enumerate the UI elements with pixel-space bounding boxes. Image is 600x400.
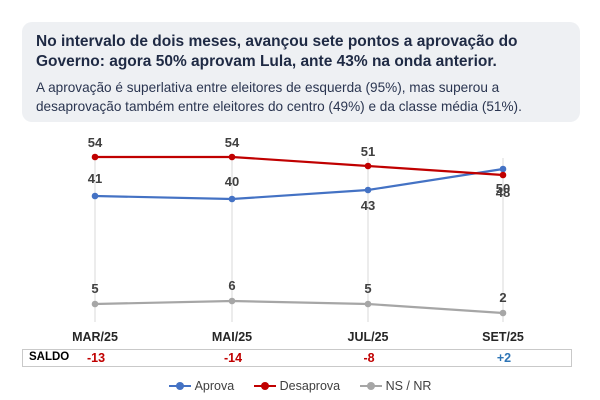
data-label-aprova-2: 43 xyxy=(361,198,375,213)
point-aprova-3 xyxy=(499,165,507,173)
point-desaprova-2 xyxy=(364,162,372,170)
info-title: No intervalo de dois meses, avançou sete… xyxy=(36,33,518,70)
series-line-aprova xyxy=(94,167,504,201)
point-nsnr-3 xyxy=(499,309,507,317)
point-nsnr-1 xyxy=(228,297,236,305)
legend-label-desaprova: Desaprova xyxy=(279,379,341,393)
point-nsnr-2 xyxy=(364,300,372,308)
legend: Aprova Desaprova NS / NR xyxy=(0,376,600,393)
saldo-value-set: +2 xyxy=(496,351,512,365)
legend-swatch-nsnr xyxy=(359,382,382,390)
legend-swatch-aprova xyxy=(168,382,191,390)
point-desaprova-3 xyxy=(499,171,507,179)
legend-item-nsnr: NS / NR xyxy=(359,379,432,393)
data-label-desaprova-1: 54 xyxy=(225,135,240,150)
saldo-value-jul: -8 xyxy=(363,351,375,365)
point-aprova-1 xyxy=(228,195,236,203)
point-desaprova-0 xyxy=(91,153,99,161)
data-label-aprova-0: 41 xyxy=(88,171,102,186)
legend-item-aprova: Aprova xyxy=(168,379,235,393)
saldo-label: SALDO xyxy=(29,351,70,363)
tick-label-3: SET/25 xyxy=(482,330,524,344)
tick-label-0: MAR/25 xyxy=(72,330,118,344)
saldo-row: SALDO -13 -14 -8 +2 xyxy=(22,349,572,367)
data-label-nsnr-1: 6 xyxy=(228,278,235,293)
data-label-aprova-3: 50 xyxy=(496,181,510,196)
point-aprova-0 xyxy=(91,192,99,200)
series-line-nsnr xyxy=(94,299,504,315)
saldo-value-mai: -14 xyxy=(223,351,243,365)
point-nsnr-0 xyxy=(91,300,99,308)
legend-item-desaprova: Desaprova xyxy=(253,379,341,393)
info-subtitle: A aprovação é superlativa entre eleitore… xyxy=(36,80,522,114)
data-label-nsnr-2: 5 xyxy=(364,281,371,296)
tick-label-2: JUL/25 xyxy=(348,330,389,344)
saldo-value-mar: -13 xyxy=(86,351,106,365)
legend-label-nsnr: NS / NR xyxy=(385,379,432,393)
data-label-desaprova-3: 48 xyxy=(496,185,510,200)
tick-label-1: MAI/25 xyxy=(212,330,252,344)
data-label-desaprova-2: 51 xyxy=(361,144,375,159)
data-label-desaprova-0: 54 xyxy=(88,135,103,150)
point-aprova-2 xyxy=(364,186,372,194)
point-desaprova-1 xyxy=(228,153,236,161)
legend-swatch-desaprova xyxy=(253,382,276,390)
data-label-aprova-1: 40 xyxy=(225,174,239,189)
info-box: No intervalo de dois meses, avançou sete… xyxy=(22,22,580,122)
data-label-nsnr-0: 5 xyxy=(91,281,98,296)
data-label-nsnr-3: 2 xyxy=(499,290,506,305)
series-line-desaprova xyxy=(95,155,504,177)
legend-label-aprova: Aprova xyxy=(194,379,235,393)
